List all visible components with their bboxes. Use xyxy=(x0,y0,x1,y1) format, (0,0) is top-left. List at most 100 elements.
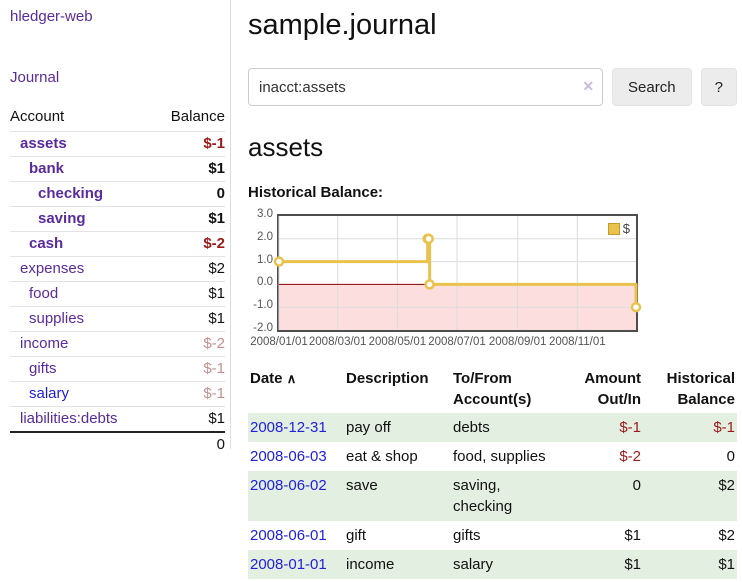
column-header-date[interactable]: Date ∧ xyxy=(250,370,297,387)
balance-cell: $-1 xyxy=(713,419,735,436)
amount-cell: $1 xyxy=(624,527,641,544)
account-balance: $1 xyxy=(208,160,225,177)
account-balance: $-2 xyxy=(203,335,225,352)
account-balance: $1 xyxy=(208,410,225,427)
balance-column-header: Balance xyxy=(170,108,225,125)
sidebar-account-food[interactable]: food xyxy=(29,285,59,302)
transaction-date-link[interactable]: 2008-06-03 xyxy=(250,448,327,465)
accounts-total: 0 xyxy=(10,431,225,457)
register-table: Date ∧ Description To/From Account(s) Am… xyxy=(248,365,737,579)
sidebar-account-bank[interactable]: bank xyxy=(29,160,65,177)
sidebar-account-salary[interactable]: salary xyxy=(29,385,70,402)
amount-cell: $-1 xyxy=(619,419,641,436)
account-balance: $2 xyxy=(208,260,225,277)
register-header-row: Date ∧ Description To/From Account(s) Am… xyxy=(248,365,737,413)
search-box: ✕ xyxy=(248,68,604,106)
account-balance: 0 xyxy=(216,185,225,202)
sidebar-account-supplies[interactable]: supplies xyxy=(29,310,85,327)
column-header-amount: Amount Out/In xyxy=(584,370,641,408)
description-cell: income xyxy=(346,556,395,573)
balance-cell: $1 xyxy=(718,556,735,573)
account-row: liabilities:debts $1 xyxy=(10,406,225,431)
y-axis-tick: 3.0 xyxy=(257,208,273,220)
date-cell: 2008-01-01 xyxy=(248,550,344,579)
account-row: bank $1 xyxy=(10,156,225,181)
chart-plot-area: $ xyxy=(273,214,642,332)
y-axis-tick: 1.0 xyxy=(257,253,273,266)
column-header-account: To/From Account(s) xyxy=(453,370,532,408)
description-cell: pay off xyxy=(346,419,391,436)
x-axis-tick: 2008/01/01 xyxy=(250,336,308,348)
amount-cell: $1 xyxy=(624,556,641,573)
account-row: cash $-2 xyxy=(10,231,225,256)
sidebar-account-assets[interactable]: assets xyxy=(20,135,67,152)
account-rows: assets $-1 bank $1 checking 0 saving $1 cash $-2 e… xyxy=(10,131,225,431)
balance-chart: $ 3.0 2.0 1.0 0.0 -1.0 -2.0 2008/01/01 2008/03/… xyxy=(248,208,737,353)
y-axis-tick: -1.0 xyxy=(253,299,273,312)
accounts-cell: food, supplies xyxy=(453,448,546,465)
x-axis-tick: 2008/05/01 xyxy=(368,336,427,348)
account-row: income $-2 xyxy=(10,331,225,356)
sidebar-account-checking[interactable]: checking xyxy=(38,185,104,202)
balance-chart-svg xyxy=(273,216,642,330)
sidebar-account-liabilities-debts[interactable]: liabilities:debts xyxy=(20,410,118,427)
balance-cell: $2 xyxy=(718,477,735,494)
register-row: 2008-06-02 save saving, checking 0 $2 xyxy=(248,471,737,521)
account-balance: $-1 xyxy=(203,360,225,377)
transaction-date-link[interactable]: 2008-12-31 xyxy=(250,419,327,436)
amount-cell: $-2 xyxy=(619,448,641,465)
date-cell: 2008-12-31 xyxy=(248,413,344,442)
page-title: sample.journal xyxy=(248,9,437,41)
account-balance: $-1 xyxy=(203,135,225,152)
account-row: expenses $2 xyxy=(10,256,225,281)
column-header-description: Description xyxy=(346,370,429,387)
accounts-cell: salary xyxy=(453,556,494,573)
help-button[interactable]: ? xyxy=(700,68,737,106)
clear-search-icon[interactable]: ✕ xyxy=(582,78,595,94)
app-title-link[interactable]: hledger-web xyxy=(10,8,93,25)
accounts-table: Account Balance assets $-1 bank $1 checking 0… xyxy=(10,104,225,457)
sidebar-account-income[interactable]: income xyxy=(20,335,69,352)
account-row: food $1 xyxy=(10,281,225,306)
account-row: checking 0 xyxy=(10,181,225,206)
accounts-cell: debts xyxy=(453,419,490,436)
transaction-date-link[interactable]: 2008-01-01 xyxy=(250,556,327,573)
sidebar: hledger-web Journal Account Balance asse… xyxy=(0,0,231,453)
sidebar-item-journal[interactable]: Journal xyxy=(10,69,60,86)
sidebar-account-expenses[interactable]: expenses xyxy=(20,260,85,277)
search-row: ✕ Search ? xyxy=(248,68,737,106)
sort-ascending-icon: ∧ xyxy=(286,371,297,386)
account-row: supplies $1 xyxy=(10,306,225,331)
balance-cell: $2 xyxy=(718,527,735,544)
legend-swatch-icon xyxy=(607,222,620,235)
description-cell: gift xyxy=(346,527,367,544)
account-balance: $1 xyxy=(208,310,225,327)
date-cell: 2008-06-03 xyxy=(248,442,344,471)
transaction-date-link[interactable]: 2008-06-02 xyxy=(250,477,327,494)
sidebar-account-saving[interactable]: saving xyxy=(38,210,86,227)
y-axis-tick: 2.0 xyxy=(257,230,273,243)
chart-label: Historical Balance: xyxy=(248,184,384,201)
accounts-cell: gifts xyxy=(453,527,481,544)
account-balance: $1 xyxy=(208,210,225,227)
x-axis-tick: 2008/03/01 xyxy=(308,336,367,348)
sidebar-account-gifts[interactable]: gifts xyxy=(29,360,57,377)
search-input[interactable] xyxy=(248,68,604,106)
transaction-date-link[interactable]: 2008-06-01 xyxy=(250,527,327,544)
register-body: 2008-12-31 pay off debts $-1 $-1 2008-06-03 ea… xyxy=(248,413,737,579)
x-axis-tick: 2008/09/01 xyxy=(488,336,547,348)
description-cell: save xyxy=(346,477,378,494)
sidebar-account-cash[interactable]: cash xyxy=(29,235,64,252)
accounts-cell: saving, checking xyxy=(453,477,513,515)
column-header-balance: Historical Balance xyxy=(666,370,735,408)
date-cell: 2008-06-01 xyxy=(248,521,344,550)
register-row: 2008-06-01 gift gifts $1 $2 xyxy=(248,521,737,550)
account-heading: assets xyxy=(248,132,324,162)
x-axis-tick: 2008/11/01 xyxy=(548,336,606,348)
balance-cell: 0 xyxy=(726,448,735,465)
search-button[interactable]: Search xyxy=(612,68,692,106)
chart-legend: $ xyxy=(605,220,632,237)
account-balance: $-2 xyxy=(203,235,225,252)
amount-cell: 0 xyxy=(632,477,641,494)
date-cell: 2008-06-02 xyxy=(248,471,344,521)
